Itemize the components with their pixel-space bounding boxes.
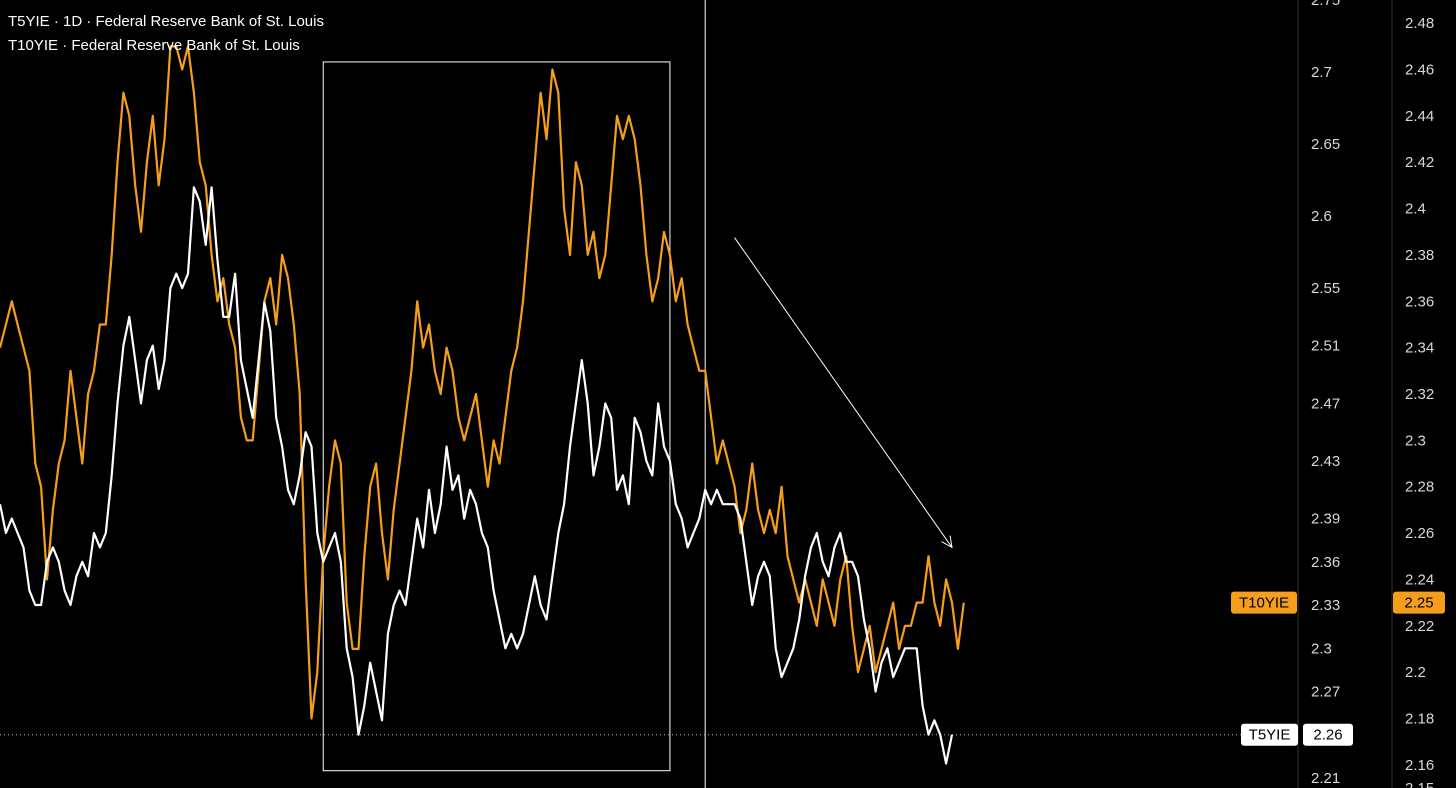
t5yie-name-badge: T5YIE [1249, 727, 1291, 744]
right-axis-tick: 2.2 [1405, 664, 1426, 681]
right-axis-tick: 2.48 [1405, 15, 1434, 32]
legend-t10yie[interactable]: T10YIE · Federal Reserve Bank of St. Lou… [8, 37, 300, 54]
left-axis-tick: 2.27 [1311, 683, 1340, 700]
t10yie-value-badge-bg [1393, 591, 1445, 614]
t10yie-name-badge: T10YIE [1239, 595, 1289, 612]
trend-arrow[interactable] [734, 237, 953, 548]
t10yie-name-badge-bg [1231, 591, 1297, 614]
series-layer [0, 45, 965, 765]
legend-t5yie[interactable]: T5YIE · 1D · Federal Reserve Bank of St.… [8, 13, 324, 30]
right-axis-tick: 2.28 [1405, 479, 1434, 496]
left-axis-tick: 2.75 [1311, 0, 1340, 9]
right-axis-tick: 2.34 [1405, 340, 1434, 357]
right-axis-tick: 2.46 [1405, 62, 1434, 79]
annotations [0, 0, 1298, 788]
left-axis-tick: 2.47 [1311, 395, 1340, 412]
right-axis-tick: 2.32 [1405, 386, 1434, 403]
left-price-axis[interactable]: 2.75 2.7 2.65 2.6 2.55 2.51 2.47 2.43 2.39 2.36 2.… [1297, 0, 1340, 788]
left-axis-tick: 2.6 [1311, 208, 1332, 225]
right-axis-tick: 2.38 [1405, 247, 1434, 264]
right-axis-tick: 2.15 [1405, 780, 1434, 788]
left-axis-tick: 2.33 [1311, 597, 1340, 614]
left-axis-tick: 2.7 [1311, 64, 1332, 81]
left-axis-tick: 2.55 [1311, 280, 1340, 297]
left-axis-tick: 2.3 [1311, 640, 1332, 657]
right-axis-tick: 2.24 [1405, 571, 1434, 588]
left-axis-tick: 2.43 [1311, 453, 1340, 470]
right-axis-tick: 2.16 [1405, 757, 1434, 774]
right-axis-tick: 2.18 [1405, 710, 1434, 727]
left-axis-tick: 2.36 [1311, 554, 1340, 571]
right-axis-tick: 2.44 [1405, 108, 1434, 125]
t10yie-value-badge: 2.25 [1404, 595, 1433, 612]
left-axis-tick: 2.21 [1311, 770, 1340, 787]
highlight-rectangle[interactable] [322, 61, 671, 772]
right-axis-tick: 2.3 [1405, 432, 1426, 449]
t5yie-value-badge-bg [1303, 723, 1353, 746]
legend: T5YIE · 1D · Federal Reserve Bank of St.… [8, 10, 324, 58]
right-axis-tick: 2.36 [1405, 293, 1434, 310]
left-axis-tick: 2.65 [1311, 136, 1340, 153]
right-axis-tick: 2.42 [1405, 154, 1434, 171]
t5yie-line[interactable] [0, 186, 954, 765]
right-axis-tick: 2.4 [1405, 201, 1426, 218]
left-axis-tick: 2.51 [1311, 338, 1340, 355]
t5yie-value-badge: 2.26 [1313, 727, 1342, 744]
left-axis-tick: 2.39 [1311, 511, 1340, 528]
right-axis-tick: 2.22 [1405, 618, 1434, 635]
trend-arrow-head [941, 535, 953, 549]
right-price-axis[interactable]: 2.48 2.46 2.44 2.42 2.4 2.38 2.36 2.34 2.32 2.3 2.… [1391, 0, 1434, 788]
right-axis-tick: 2.26 [1405, 525, 1434, 542]
t5yie-name-badge-bg [1241, 723, 1298, 746]
price-badges: T5YIE 2.26 T10YIE 2.25 [1231, 591, 1445, 746]
